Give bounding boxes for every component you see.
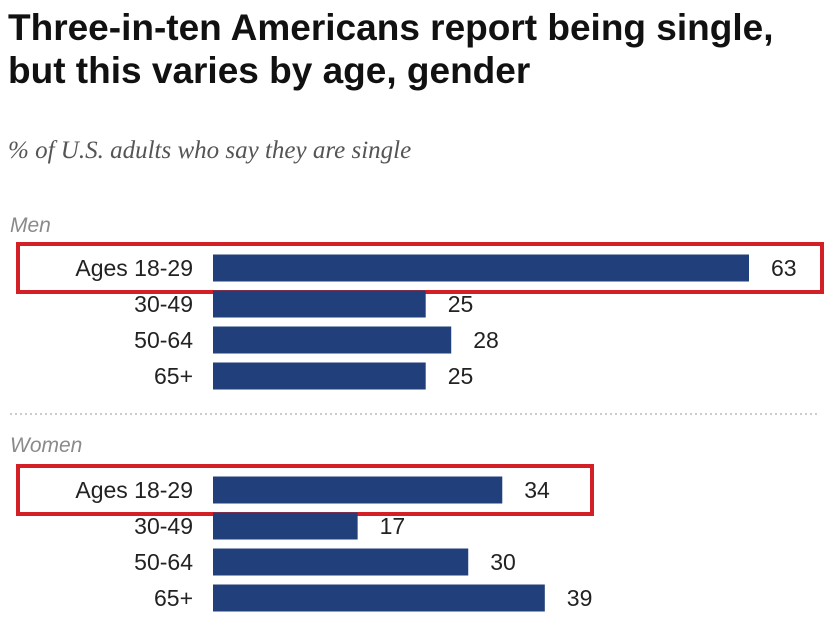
bar-men-30-49 — [213, 290, 426, 318]
bar-women-50-64 — [213, 548, 469, 576]
value-label: 25 — [448, 363, 474, 389]
category-label: 65+ — [154, 363, 193, 389]
category-label: 50-64 — [134, 549, 193, 575]
category-label: 30-49 — [134, 513, 193, 539]
category-label: Ages 18-29 — [75, 255, 193, 281]
value-label: 63 — [771, 255, 797, 281]
value-label: 30 — [490, 549, 516, 575]
value-label: 17 — [380, 513, 406, 539]
value-label: 28 — [473, 327, 499, 353]
bar-women-65- — [213, 584, 545, 612]
bar-men-ages-18-29 — [213, 254, 749, 282]
bar-men-65- — [213, 362, 426, 390]
category-label: Ages 18-29 — [75, 477, 193, 503]
group-label-men: Men — [10, 214, 51, 237]
value-label: 39 — [567, 585, 593, 611]
group-label-women: Women — [10, 434, 82, 457]
category-label: 50-64 — [134, 327, 193, 353]
chart-subtitle: % of U.S. adults who say they are single — [8, 137, 412, 164]
chart-title: Three-in-ten Americans report being sing… — [8, 7, 774, 91]
bar-men-50-64 — [213, 326, 452, 354]
category-label: 30-49 — [134, 291, 193, 317]
value-label: 25 — [448, 291, 474, 317]
value-label: 34 — [524, 477, 550, 503]
bar-women-30-49 — [213, 512, 358, 540]
category-label: 65+ — [154, 585, 193, 611]
bar-women-ages-18-29 — [213, 476, 503, 504]
